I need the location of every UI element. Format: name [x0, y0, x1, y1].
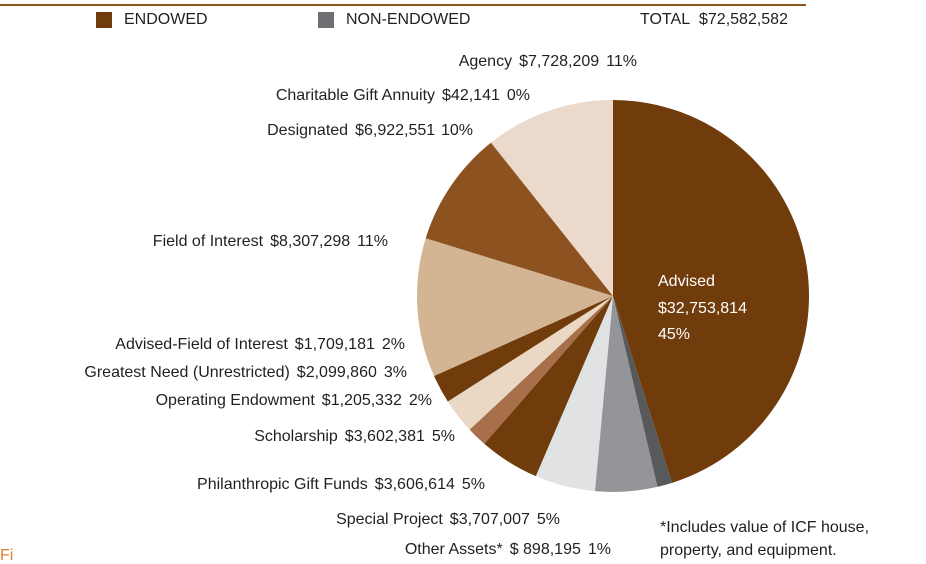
- slice-value: $6,922,551: [355, 122, 435, 139]
- slice-share: 45%: [658, 326, 690, 343]
- legend-label: ENDOWED: [124, 11, 208, 28]
- pie-slice: [490, 142, 613, 296]
- slice-share: 0%: [507, 87, 530, 104]
- legend-label: NON-ENDOWED: [346, 11, 470, 28]
- slice-label-group: Charitable Gift Annuity $42,141 0%: [276, 87, 530, 104]
- pie-slice: [491, 100, 613, 296]
- slice-share: 2%: [409, 392, 432, 409]
- slice-label-group: Other Assets* $ 898,195 1%: [405, 541, 611, 558]
- slice-share: 5%: [537, 511, 560, 528]
- slice-label: Designated: [267, 122, 348, 139]
- pie-slice: [417, 238, 613, 376]
- legend-swatch: [318, 12, 334, 28]
- pie-slice: [425, 142, 613, 296]
- slice-label-group: Designated $6,922,551 10%: [267, 122, 473, 139]
- slice-value: $3,606,614: [375, 476, 455, 493]
- slice-label: Scholarship: [254, 428, 338, 445]
- pie-slice: [535, 296, 613, 492]
- slice-share: 5%: [432, 428, 455, 445]
- footnote: *Includes value of ICF house,: [660, 519, 869, 536]
- slice-label: Charitable Gift Annuity: [276, 87, 435, 104]
- slice-value: $ 898,195: [510, 541, 581, 558]
- pie-slice: [469, 296, 613, 444]
- slice-share: 1%: [588, 541, 611, 558]
- slice-label: Field of Interest: [153, 233, 264, 250]
- slice-value: $42,141: [442, 87, 500, 104]
- pie-slice: [434, 296, 613, 402]
- legend-swatch: [96, 12, 112, 28]
- pie-slice: [613, 296, 673, 487]
- slice-value: $8,307,298: [270, 233, 350, 250]
- slice-value: $1,709,181: [295, 336, 375, 353]
- slice-share: 11%: [606, 53, 637, 70]
- slice-label: Special Project: [336, 511, 443, 528]
- pie-slice: [447, 296, 613, 430]
- total-label: TOTAL: [640, 11, 690, 28]
- slice-label-group: Special Project $3,707,007 5%: [336, 511, 560, 528]
- slice-label: Philanthropic Gift Funds: [197, 476, 368, 493]
- slice-label: Operating Endowment: [156, 392, 316, 409]
- slice-share: 11%: [357, 233, 388, 250]
- footnote: property, and equipment.: [660, 542, 837, 559]
- slice-value: $32,753,814: [658, 300, 747, 317]
- slice-label-group: Agency $7,728,209 11%: [459, 53, 637, 70]
- slice-value: $3,707,007: [450, 511, 530, 528]
- slice-label-group: Greatest Need (Unrestricted) $2,099,860 3%: [84, 364, 407, 381]
- fragment: Fi: [0, 547, 13, 564]
- slice-label-group: Field of Interest $8,307,298 11%: [153, 233, 388, 250]
- slice-label-group: Operating Endowment $1,205,332 2%: [156, 392, 432, 409]
- slice-share: 5%: [462, 476, 485, 493]
- total-value: $72,582,582: [699, 11, 788, 28]
- slice-value: $1,205,332: [322, 392, 402, 409]
- slice-label-group: Scholarship $3,602,381 5%: [254, 428, 455, 445]
- slice-label: Agency: [459, 53, 512, 70]
- slice-label: Advised: [658, 273, 715, 290]
- slice-label: Greatest Need (Unrestricted): [84, 364, 289, 381]
- slice-share: 3%: [384, 364, 407, 381]
- slice-label: Advised-Field of Interest: [115, 336, 288, 353]
- pie-slice: [484, 296, 613, 477]
- slice-share: 2%: [382, 336, 405, 353]
- slice-label: Other Assets*: [405, 541, 503, 558]
- slice-label-group: Advised-Field of Interest $1,709,181 2%: [115, 336, 405, 353]
- slice-label-group: Philanthropic Gift Funds $3,606,614 5%: [197, 476, 485, 493]
- pie-slice: [594, 296, 658, 493]
- slice-value: $2,099,860: [297, 364, 377, 381]
- slice-value: $3,602,381: [345, 428, 425, 445]
- slice-value: $7,728,209: [519, 53, 599, 70]
- slice-share: 10%: [441, 122, 473, 139]
- pie-slice: [613, 100, 810, 483]
